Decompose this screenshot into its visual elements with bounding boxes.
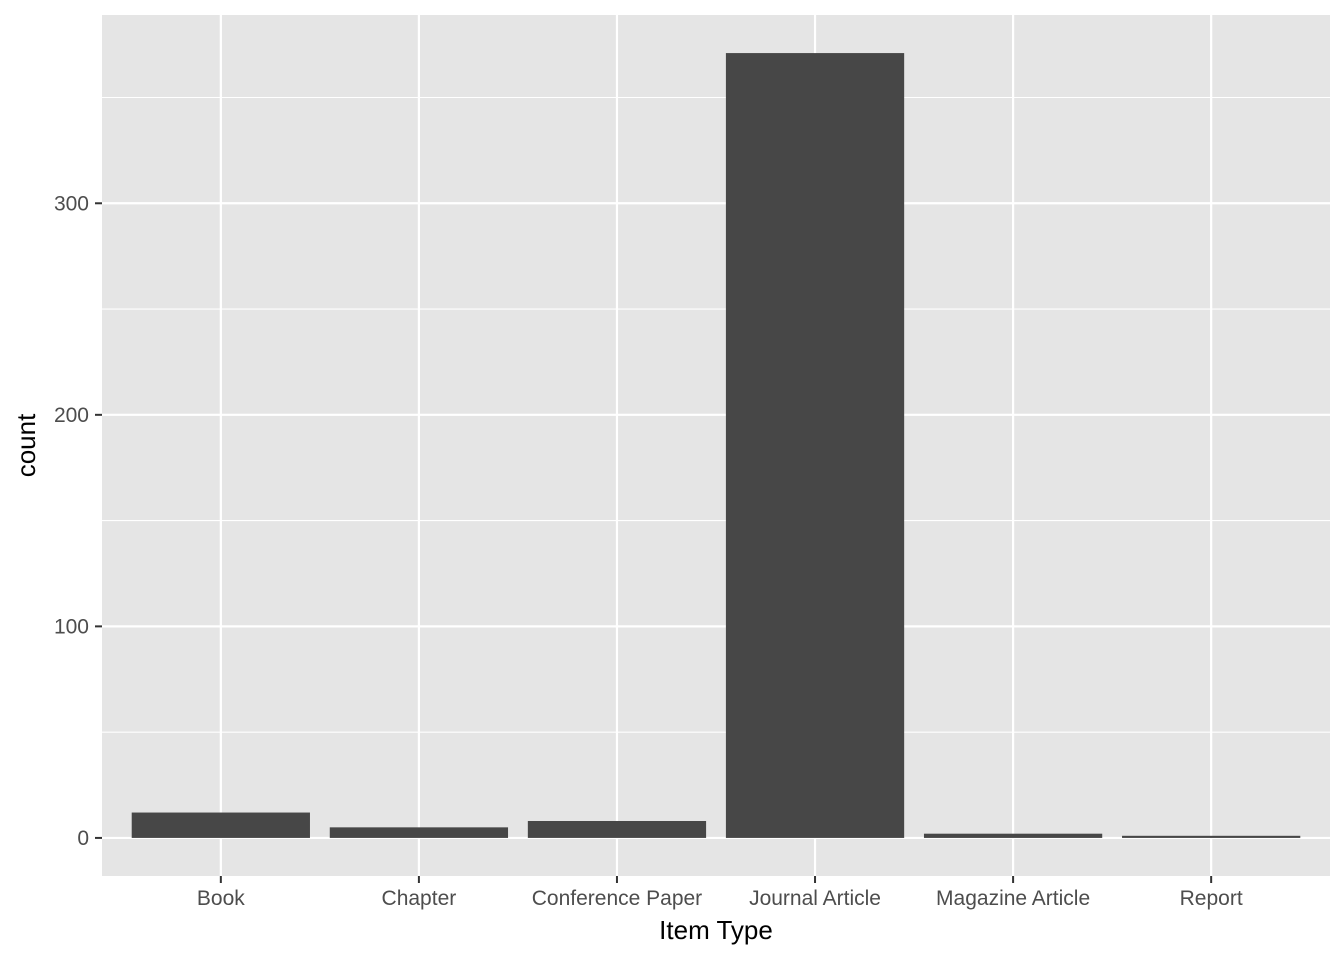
minor-gridlines-y [102,96,1330,733]
x-tick-label: Report [1180,887,1243,910]
y-axis-title: count [11,413,41,477]
x-axis-ticks: Book Chapter Conference Paper Journal Artic… [197,876,1243,910]
plot-panel [102,15,1330,876]
bar-magazine-article [923,833,1103,838]
y-axis-ticks: 0 100 200 300 [54,192,102,850]
x-axis-title: Item Type [659,915,773,945]
y-tick-label: 0 [77,827,89,850]
bar-journal-article [725,53,905,838]
y-tick-label: 100 [54,615,89,638]
bar-chapter [329,827,509,838]
x-tick-label: Conference Paper [532,887,702,910]
x-tick-label: Journal Article [749,887,881,910]
bars [131,53,1301,838]
x-tick-label: Book [197,887,245,910]
bar-conference-paper [527,820,707,838]
x-tick-label: Chapter [382,887,457,910]
bar-report [1122,835,1301,838]
y-tick-label: 200 [54,404,89,427]
y-tick-label: 300 [54,192,89,215]
bar-book [131,812,310,838]
x-tick-label: Magazine Article [936,887,1090,910]
